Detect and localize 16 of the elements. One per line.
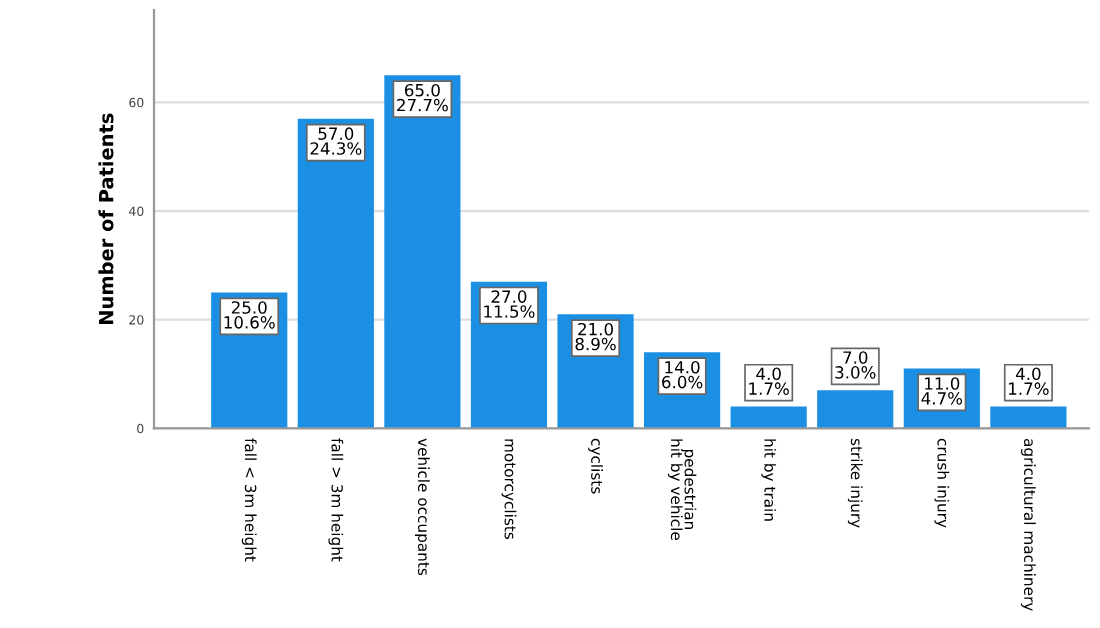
bar xyxy=(297,118,374,429)
data-label: 65.0 27.7% xyxy=(397,83,448,112)
data-label: 27.0 11.5% xyxy=(484,290,535,318)
data-label: 7.0 3.0% xyxy=(835,351,876,379)
bar xyxy=(990,406,1067,429)
bar xyxy=(730,406,807,429)
data-label: 4.0 1.7% xyxy=(749,367,789,395)
data-label: 11.0 4.7% xyxy=(921,377,963,405)
data-label: 21.0 8.9% xyxy=(575,322,616,351)
bar xyxy=(817,390,894,429)
data-label: 14.0 6.0% xyxy=(662,360,703,389)
data-label: 4.0 1.7% xyxy=(1009,367,1049,395)
y-axis-title: Number of Patients xyxy=(98,113,114,324)
data-label: 25.0 10.6% xyxy=(224,301,275,329)
data-label: 57.0 24.3% xyxy=(310,127,362,155)
bar xyxy=(384,75,461,429)
